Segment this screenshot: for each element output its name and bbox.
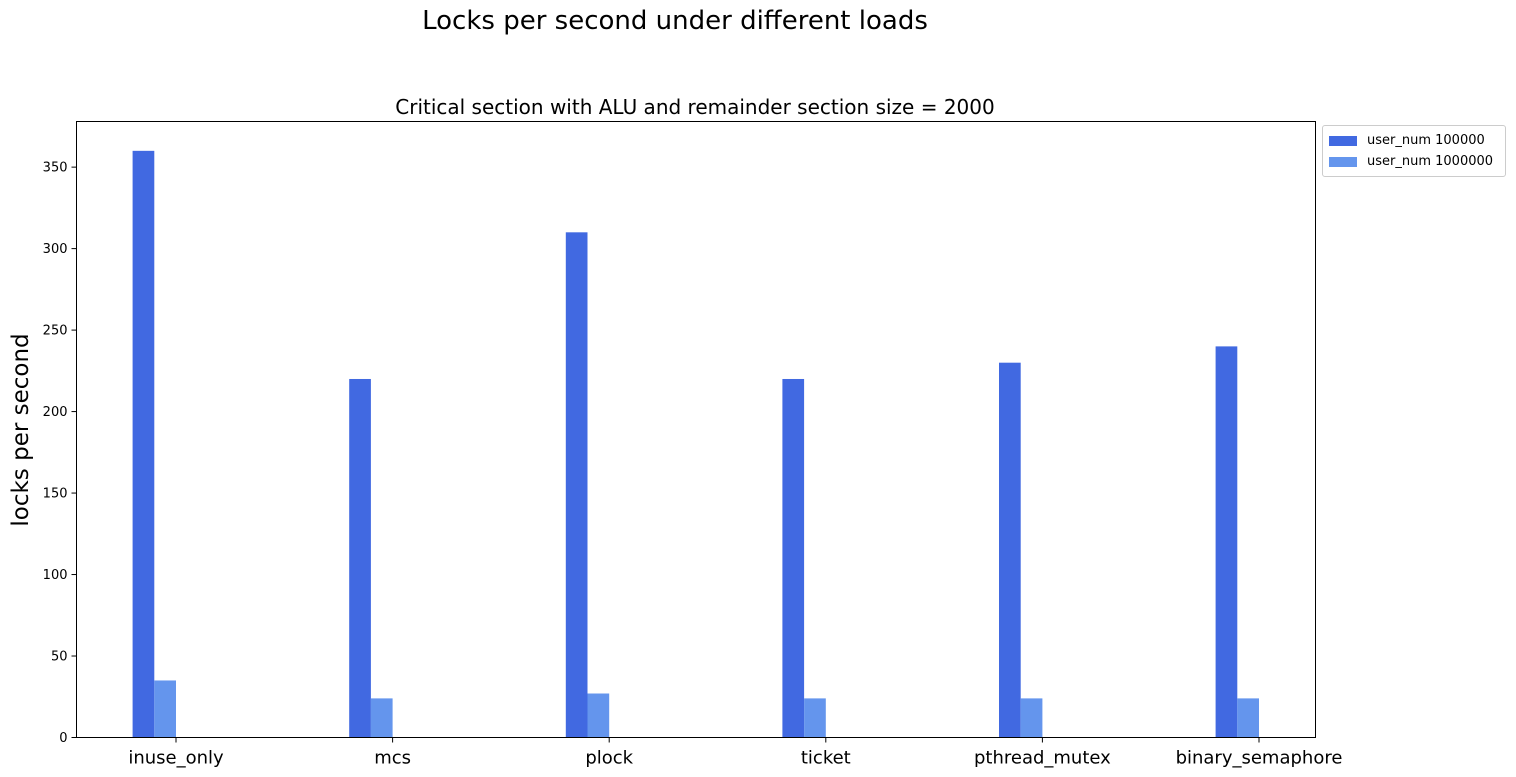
legend-label: user_num 1000000 xyxy=(1367,154,1494,169)
bar-ticket-series-1 xyxy=(782,378,805,738)
bar-inuse_only-series-1 xyxy=(132,150,155,738)
y-axis-label: locks per second xyxy=(8,333,34,526)
y-axis-ticks: 0 50 100 150 200 250 300 350 xyxy=(43,161,77,746)
bar-mcs-series-1 xyxy=(349,378,371,738)
bars-group xyxy=(132,150,1259,738)
bar-pthread_mutex-series-1 xyxy=(999,362,1021,738)
x-tick-label: ticket xyxy=(801,748,851,769)
legend-label: user_num 100000 xyxy=(1367,133,1485,148)
bar-inuse_only-series-2 xyxy=(154,680,176,738)
y-tick-label: 0 xyxy=(59,731,67,746)
plot-area-frame xyxy=(76,121,1316,738)
bar-plock-series-2 xyxy=(587,693,610,738)
bar-binary_semaphore-series-2 xyxy=(1237,698,1259,738)
legend-swatch xyxy=(1329,156,1357,167)
figure-suptitle: Locks per second under different loads xyxy=(422,6,928,36)
y-tick-label: 350 xyxy=(43,161,68,176)
bar-pthread_mutex-series-2 xyxy=(1020,698,1043,738)
x-tick-label: pthread_mutex xyxy=(974,748,1111,769)
legend: user_num 100000 user_num 1000000 xyxy=(1322,125,1506,177)
x-tick-label: binary_semaphore xyxy=(1176,748,1343,769)
y-tick-label: 300 xyxy=(43,242,68,257)
x-tick-label: inuse_only xyxy=(128,748,224,769)
y-tick-label: 50 xyxy=(51,650,68,665)
y-tick-label: 250 xyxy=(43,324,68,339)
bar-binary_semaphore-series-1 xyxy=(1215,346,1238,738)
x-axis-ticks: inuse_only mcs plock ticket pthread_mutex bin… xyxy=(128,737,1343,769)
legend-item: user_num 100000 xyxy=(1329,130,1499,151)
bar-plock-series-1 xyxy=(565,232,588,738)
y-tick-label: 100 xyxy=(43,568,68,583)
legend-item: user_num 1000000 xyxy=(1329,151,1499,172)
legend-swatch xyxy=(1329,135,1357,146)
bar-mcs-series-2 xyxy=(370,698,393,738)
x-tick-label: plock xyxy=(585,748,633,769)
y-tick-label: 200 xyxy=(43,405,68,420)
chart-title: Critical section with ALU and remainder … xyxy=(395,95,994,119)
y-tick-label: 150 xyxy=(43,487,68,502)
x-tick-label: mcs xyxy=(374,748,411,769)
bar-ticket-series-2 xyxy=(804,698,826,738)
